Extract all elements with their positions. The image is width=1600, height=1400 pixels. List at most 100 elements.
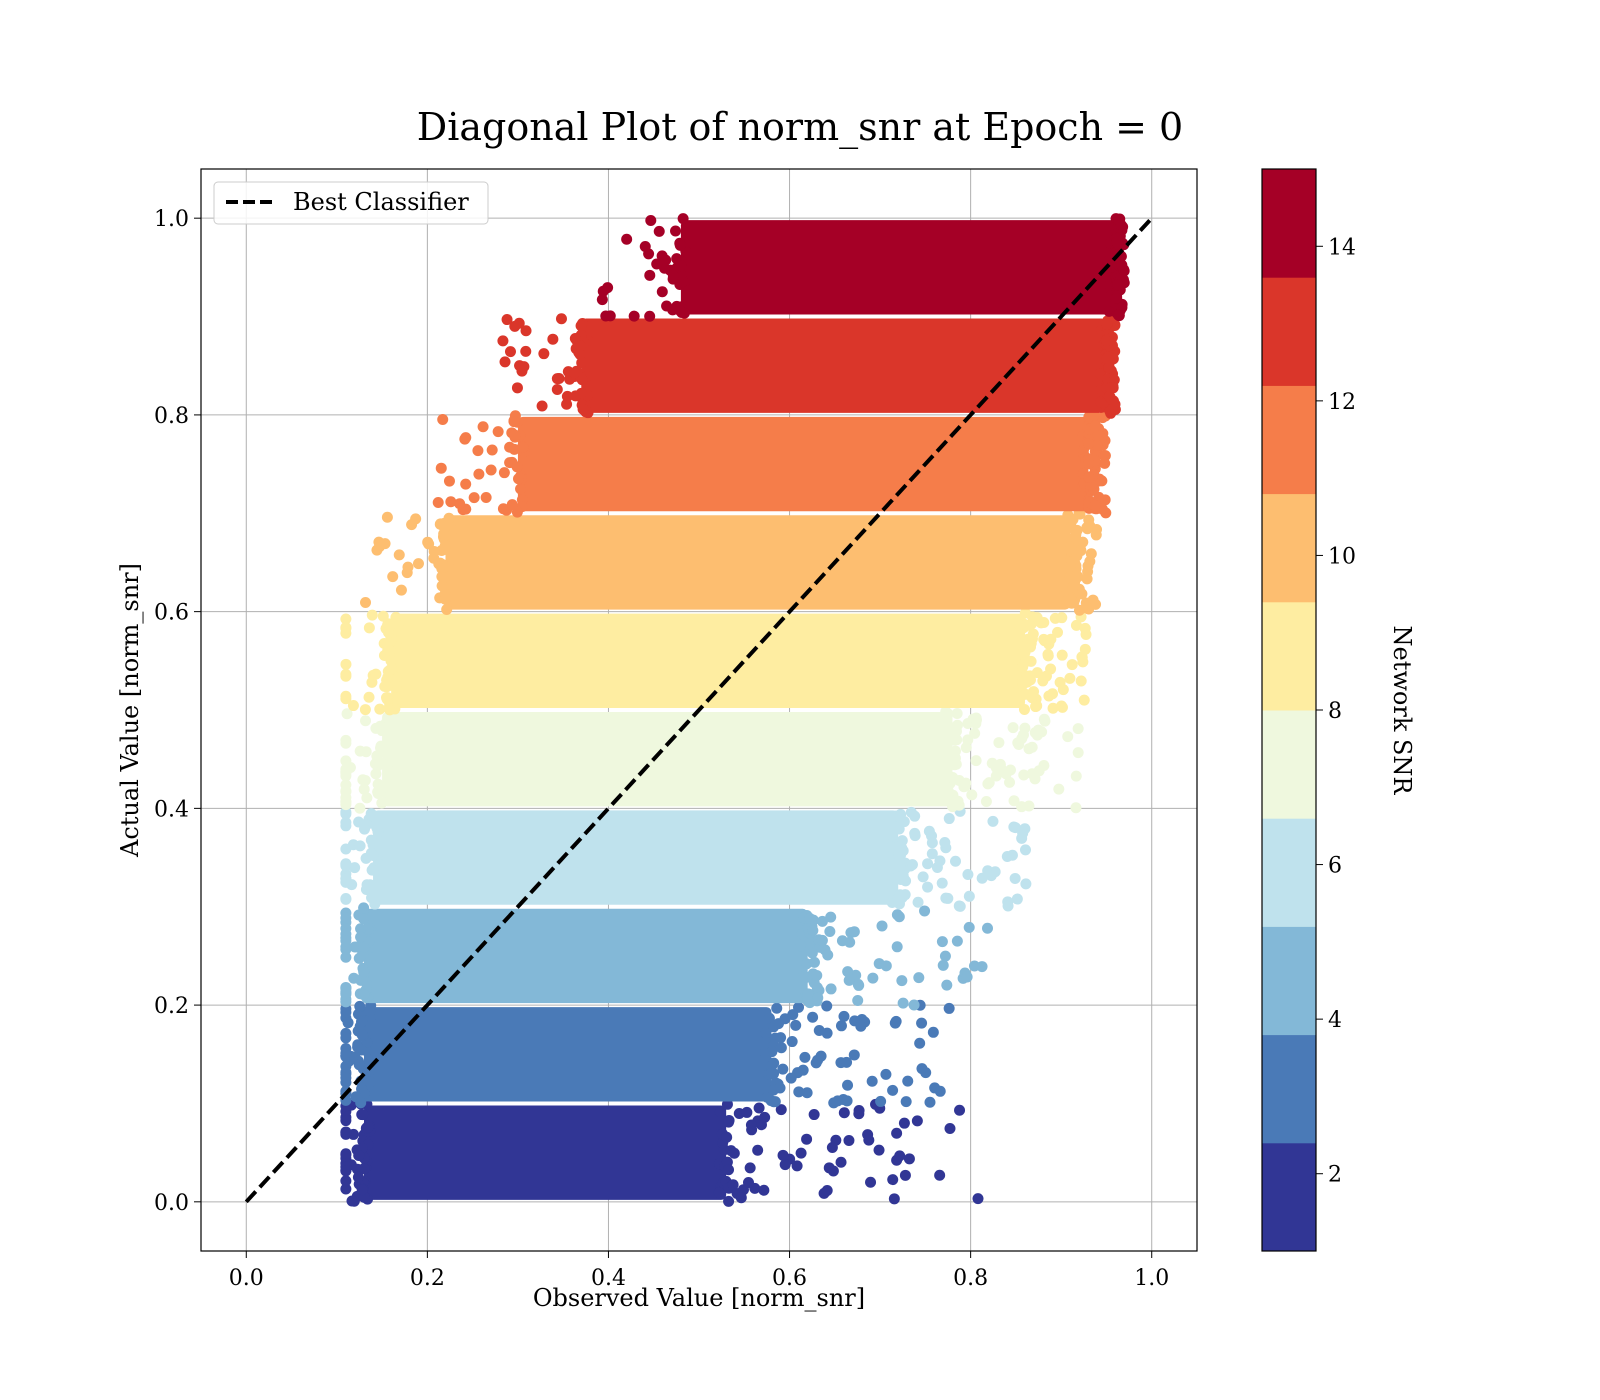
scatter-point	[1118, 264, 1130, 276]
scatter-point	[381, 681, 393, 693]
scatter-point	[576, 357, 588, 369]
scatter-point	[962, 718, 974, 730]
scatter-point	[1109, 398, 1121, 410]
scatter-point	[855, 1020, 867, 1032]
scatter-point	[775, 1042, 787, 1054]
scatter-point	[777, 1149, 789, 1161]
scatter-point	[891, 1154, 903, 1166]
scatter-point	[1027, 628, 1039, 640]
scatter-point	[340, 779, 352, 791]
scatter-point	[1111, 236, 1123, 248]
colorbar-segment	[1262, 1034, 1316, 1144]
plot-frame	[200, 168, 1198, 1252]
scatter-point	[1099, 457, 1111, 469]
scatter-point	[790, 1019, 802, 1031]
scatter-point	[439, 593, 451, 605]
scatter-point	[1038, 713, 1050, 725]
scatter-point	[816, 934, 828, 946]
scatter-point	[744, 1162, 756, 1174]
scatter-point	[340, 623, 352, 635]
scatter-point	[364, 1005, 376, 1017]
scatter-point	[900, 1096, 912, 1108]
scatter-point	[340, 912, 352, 924]
scatter-point	[374, 720, 386, 732]
scatter-point	[853, 1104, 865, 1116]
colorbar-segment	[1262, 818, 1316, 927]
scatter-point	[753, 1102, 765, 1114]
scatter-point	[356, 1184, 368, 1196]
scatter-point	[1075, 675, 1087, 687]
scatter-point	[1009, 822, 1021, 834]
scatter-point	[891, 909, 903, 921]
scatter-point	[1101, 318, 1113, 330]
scatter-point	[358, 1088, 370, 1100]
scatter-point	[361, 879, 373, 891]
scatter-point	[944, 1123, 956, 1135]
scatter-point	[727, 1179, 739, 1191]
scatter-point	[454, 498, 466, 510]
scatter-point	[555, 313, 567, 325]
scatter-point	[961, 971, 973, 983]
scatter-point	[766, 1067, 778, 1079]
scatter-point	[815, 1050, 827, 1062]
scatter-point	[887, 1084, 899, 1096]
scatter-point	[570, 390, 582, 402]
scatter-point	[460, 478, 472, 490]
scatter-point	[1067, 514, 1079, 526]
scatter-point	[340, 1115, 352, 1127]
scatter-point	[340, 737, 352, 749]
legend-box	[213, 181, 489, 225]
scatter-point	[969, 727, 981, 739]
scatter-point	[900, 875, 912, 887]
scatter-point	[480, 491, 492, 503]
scatter-point	[867, 972, 879, 984]
scatter-band	[340, 805, 1032, 912]
scatter-point	[924, 1096, 936, 1108]
colorbar-segment	[1262, 385, 1316, 495]
scatter-point	[1065, 543, 1077, 555]
scatter-point	[742, 1176, 754, 1188]
scatter-point	[412, 558, 424, 570]
scatter-point	[340, 755, 352, 767]
scatter-point	[340, 670, 352, 682]
scatter-point	[987, 815, 999, 827]
scatter-point	[758, 1184, 770, 1196]
y-tick-label: 0.8	[154, 404, 189, 429]
scatter-point	[1072, 747, 1084, 759]
scatter-point	[848, 1049, 860, 1061]
scatter-point	[876, 920, 888, 932]
scatter-point	[340, 690, 352, 702]
scatter-point	[645, 214, 657, 226]
scatter-point	[902, 1075, 914, 1087]
scatter-point	[962, 869, 974, 881]
scatter-point	[914, 1037, 926, 1049]
scatter-point	[1112, 279, 1124, 291]
scatter-point	[911, 1115, 923, 1127]
scatter-point	[653, 225, 665, 237]
scatter-band	[340, 607, 1092, 716]
scatter-point	[1020, 878, 1032, 890]
scatter-point	[359, 774, 371, 786]
scatter-point	[943, 1002, 955, 1014]
scatter-point	[1089, 499, 1101, 511]
scatter-point	[351, 1163, 363, 1175]
scatter-point	[759, 1111, 771, 1123]
scatter-point	[943, 813, 955, 825]
scatter-point	[639, 240, 651, 252]
scatter-point	[512, 473, 524, 485]
scatter-point	[340, 872, 352, 884]
scatter-point	[340, 987, 352, 999]
scatter-point	[1031, 612, 1043, 624]
scatter-point	[887, 882, 899, 894]
scatter-point	[898, 1117, 910, 1129]
scatter-point-cluster	[581, 318, 1107, 413]
x-axis-ticks: 0.0 0.2 0.4 0.6 0.8 1.0	[229, 1251, 1169, 1291]
scatter-point	[441, 603, 453, 615]
scatter-point	[919, 905, 931, 917]
scatter-point	[1064, 570, 1076, 582]
x-tick-label: 0.8	[953, 1266, 988, 1291]
scatter-point	[909, 810, 921, 822]
scatter-point	[486, 444, 498, 456]
scatter-point	[511, 461, 523, 473]
scatter-point	[517, 441, 529, 453]
